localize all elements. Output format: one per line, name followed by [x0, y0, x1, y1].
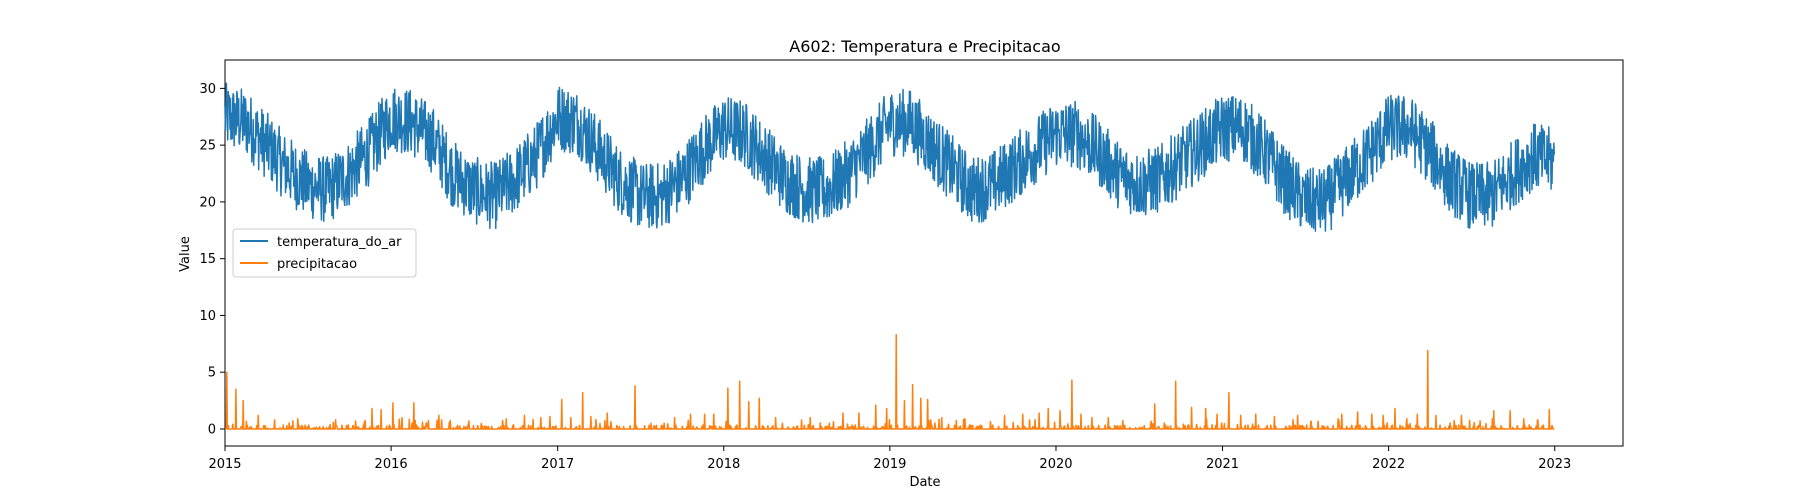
- y-tick-label-6: 30: [199, 82, 216, 97]
- plot-area: [224, 59, 1624, 447]
- y-tick-label-4: 20: [199, 195, 216, 210]
- y-tick-label-3: 15: [199, 252, 216, 267]
- x-tick-label-4: 2019: [873, 457, 906, 472]
- x-tick-label-6: 2021: [1206, 457, 1239, 472]
- x-tick-label-7: 2022: [1372, 457, 1405, 472]
- temperatura-line: [224, 82, 1556, 232]
- x-axis-label: Date: [909, 475, 940, 490]
- y-tick-label-1: 5: [208, 366, 216, 381]
- y-axis-label: Value: [178, 236, 193, 272]
- legend: temperatura_do_ar precipitacao: [232, 228, 417, 278]
- precipitation-series: [224, 333, 1555, 430]
- chart-title: A602: Temperatura e Precipitacao: [789, 37, 1060, 56]
- temperature-series: [224, 82, 1556, 232]
- x-tick-label-5: 2020: [1039, 457, 1072, 472]
- x-tick-label-1: 2016: [375, 457, 408, 472]
- x-tick-label-2: 2017: [541, 457, 574, 472]
- x-tick-label-0: 2015: [208, 457, 241, 472]
- x-axis: 2015 2016 2017 2018 2019 2020 2021 2022 2023: [208, 446, 1571, 472]
- y-tick-label-2: 10: [199, 309, 216, 324]
- x-tick-label-3: 2018: [707, 457, 740, 472]
- legend-label-precipitacao: precipitacao: [277, 257, 357, 272]
- legend-box: [232, 228, 417, 278]
- precipitacao-line: [224, 333, 1555, 430]
- x-tick-label-8: 2023: [1538, 457, 1571, 472]
- y-tick-label-5: 25: [199, 139, 216, 154]
- legend-label-temperatura: temperatura_do_ar: [277, 235, 402, 250]
- y-axis: 0 5 10 15 20 25 30: [199, 82, 225, 437]
- y-tick-label-0: 0: [208, 422, 216, 437]
